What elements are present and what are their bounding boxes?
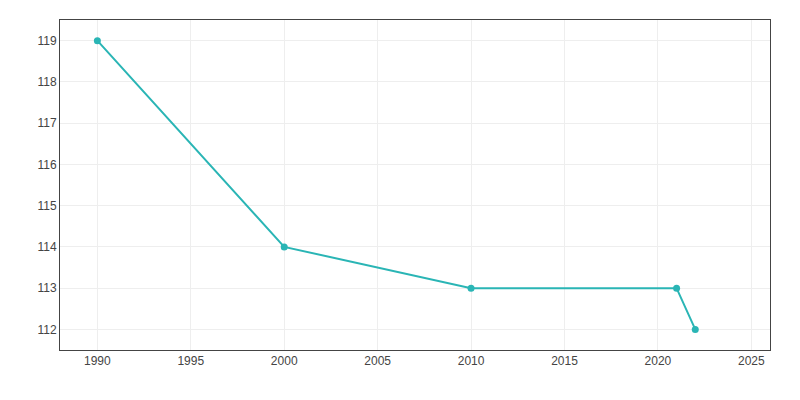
svg-text:119: 119 — [37, 34, 56, 48]
svg-text:115: 115 — [37, 199, 56, 213]
svg-text:1990: 1990 — [84, 354, 111, 368]
svg-text:2010: 2010 — [458, 354, 485, 368]
svg-text:2025: 2025 — [738, 354, 765, 368]
svg-text:1995: 1995 — [177, 354, 204, 368]
svg-text:2000: 2000 — [271, 354, 298, 368]
svg-text:113: 113 — [37, 281, 56, 295]
svg-text:118: 118 — [37, 75, 56, 89]
svg-text:2020: 2020 — [645, 354, 672, 368]
svg-text:2005: 2005 — [364, 354, 391, 368]
svg-text:112: 112 — [37, 323, 56, 337]
svg-text:114: 114 — [37, 240, 56, 254]
svg-text:117: 117 — [37, 116, 56, 130]
svg-text:2015: 2015 — [551, 354, 578, 368]
svg-text:116: 116 — [37, 158, 56, 172]
